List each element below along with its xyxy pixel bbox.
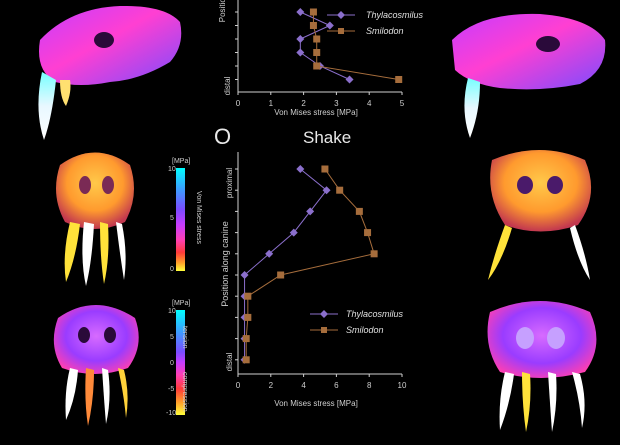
top-xtick-label: 4 xyxy=(367,99,372,108)
bottom-legend-smilodon: Smilodon xyxy=(346,325,384,335)
tension-tick-minus10: -10 xyxy=(166,410,177,417)
stress-tick-0: 0 xyxy=(170,266,174,273)
bottom-point-smilodon xyxy=(244,313,252,321)
top-point-thylacosmilus xyxy=(296,48,305,57)
panel-letter: O xyxy=(214,124,232,149)
bottom-xticks: 0 2 4 6 8 10 xyxy=(236,374,407,390)
top-xlabel: Von Mises stress [MPa] xyxy=(274,108,358,117)
top-point-thylacosmilus xyxy=(296,8,305,16)
bottom-point-smilodon xyxy=(355,207,363,215)
top-bottom-tick-label: distal xyxy=(223,76,232,95)
bottom-ylabel: Position along canine xyxy=(220,221,230,307)
stress-colorbar-gradient xyxy=(176,168,185,271)
bottom-xtick-label: 2 xyxy=(269,381,274,390)
top-xtick-label: 3 xyxy=(334,99,339,108)
top-legend-smilodon: Smilodon xyxy=(366,26,404,36)
bottom-legend-marker-smilodon xyxy=(321,327,327,333)
bottom-yticks xyxy=(235,168,238,361)
stress-tick-5: 5 xyxy=(170,215,174,222)
top-legend: Thylacosmilus Smilodon xyxy=(327,10,424,36)
top-point-smilodon xyxy=(313,49,321,56)
bottom-point-thylacosmilus xyxy=(322,186,331,195)
bottom-legend-thylacosmilus: Thylacosmilus xyxy=(346,309,404,319)
thylacosmilus-frontal-stress-skull xyxy=(56,152,134,286)
bottom-point-smilodon xyxy=(277,271,285,279)
bottom-point-thylacosmilus xyxy=(240,271,249,279)
bottom-point-smilodon xyxy=(242,356,250,364)
bottom-line-thylacosmilus xyxy=(244,168,328,360)
bottom-bottom-tick-label: distal xyxy=(225,352,234,371)
smilodon-lateral-skull xyxy=(452,13,606,138)
bottom-point-smilodon xyxy=(244,292,252,300)
thylacosmilus-lateral-skull xyxy=(38,5,182,140)
tension-colorbar-gradient xyxy=(176,310,185,415)
top-line-thylacosmilus xyxy=(299,11,350,80)
bottom-point-smilodon xyxy=(242,335,250,343)
top-point-thylacosmilus xyxy=(345,75,354,84)
bottom-xtick-label: 4 xyxy=(301,381,306,390)
bottom-legend-marker-thylacosmilus xyxy=(320,310,328,318)
bottom-xtick-label: 6 xyxy=(334,381,339,390)
top-yticks xyxy=(235,11,238,80)
bottom-point-thylacosmilus xyxy=(265,249,274,258)
bottom-point-smilodon xyxy=(321,165,329,173)
bottom-point-smilodon xyxy=(336,186,344,194)
bottom-top-tick-label: proximal xyxy=(225,168,234,198)
bottom-point-smilodon xyxy=(364,229,372,237)
bottom-legend: Thylacosmilus Smilodon xyxy=(310,309,404,335)
top-xticks: 0 1 2 3 4 5 xyxy=(236,92,405,108)
top-xtick-label: 1 xyxy=(269,99,274,108)
tension-colorbar-unit: [MPa] xyxy=(172,300,191,307)
top-ylabel: Position xyxy=(218,0,227,22)
top-point-smilodon xyxy=(313,35,321,43)
bottom-point-thylacosmilus xyxy=(306,207,315,216)
tension-tick-minus5: -5 xyxy=(168,386,175,393)
top-legend-thylacosmilus: Thylacosmilus xyxy=(366,10,424,20)
bottom-xtick-label: 0 xyxy=(236,381,241,390)
bottom-xtick-label: 10 xyxy=(398,381,407,390)
thylacosmilus-frontal-tension-skull xyxy=(53,305,139,426)
top-point-thylacosmilus xyxy=(296,35,305,43)
top-xtick-label: 0 xyxy=(236,99,241,108)
bottom-point-thylacosmilus xyxy=(289,228,298,237)
top-legend-marker-smilodon xyxy=(338,28,344,34)
top-point-smilodon xyxy=(313,62,321,70)
tension-tick-5: 5 xyxy=(170,334,174,341)
top-point-smilodon xyxy=(309,22,317,29)
bottom-series xyxy=(240,165,378,364)
stress-colorbar: [MPa] 10 5 0 Von Mises stress xyxy=(168,158,223,283)
bottom-xtick-label: 8 xyxy=(367,381,372,390)
tension-tick-0: 0 xyxy=(170,360,174,367)
bottom-point-thylacosmilus xyxy=(296,165,305,173)
smilodon-frontal-tension-skull xyxy=(487,301,597,432)
top-legend-marker-thylacosmilus xyxy=(337,11,345,19)
top-xtick-label: 5 xyxy=(400,99,405,108)
tension-tick-10: 10 xyxy=(168,308,176,315)
top-series xyxy=(296,8,403,84)
bottom-point-smilodon xyxy=(370,250,378,258)
top-xtick-label: 2 xyxy=(301,99,306,108)
top-point-thylacosmilus xyxy=(325,21,334,30)
stress-tick-10: 10 xyxy=(168,166,176,173)
bottom-xlabel: Von Mises stress [MPa] xyxy=(274,399,358,408)
bottom-line-smilodon xyxy=(245,168,375,360)
panel-title: Shake xyxy=(303,128,352,147)
tension-colorbar: [MPa] 10 5 0 -5 -10 tension compression xyxy=(166,300,223,425)
smilodon-frontal-stress-skull xyxy=(488,150,592,280)
top-point-smilodon xyxy=(395,76,403,83)
top-point-smilodon xyxy=(309,8,317,16)
stress-colorbar-unit: [MPa] xyxy=(172,158,191,165)
